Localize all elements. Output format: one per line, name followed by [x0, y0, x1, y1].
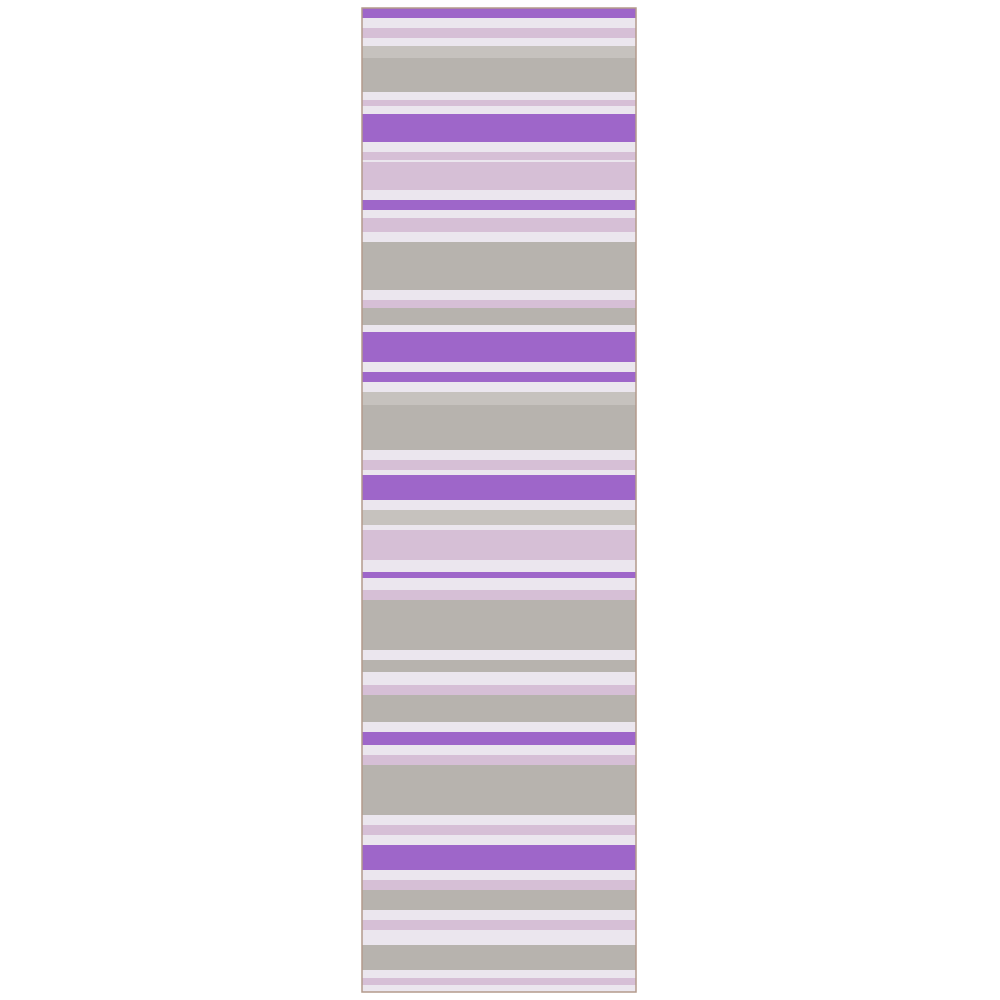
stripe: [362, 920, 636, 930]
stripe: [362, 8, 636, 18]
stripe: [362, 880, 636, 890]
stripe: [362, 28, 636, 38]
stripe: [362, 685, 636, 695]
stripe: [362, 114, 636, 142]
stripe: [362, 845, 636, 870]
stripe: [362, 300, 636, 308]
stripe: [362, 510, 636, 525]
stripe: [362, 242, 636, 290]
stripe: [362, 46, 636, 58]
stripe: [362, 162, 636, 190]
stripe: [362, 100, 636, 106]
stripe: [362, 372, 636, 382]
stripe: [362, 600, 636, 650]
stripe: [362, 660, 636, 672]
stripe: [362, 765, 636, 815]
stripe: [362, 308, 636, 325]
stripe: [362, 572, 636, 578]
stripe: [362, 58, 636, 92]
stripe: [362, 152, 636, 160]
stripe: [362, 978, 636, 985]
stripe: [362, 475, 636, 500]
stripe: [362, 732, 636, 745]
stripe: [362, 945, 636, 970]
stripe: [362, 405, 636, 450]
stripe: [362, 590, 636, 600]
stripe: [362, 460, 636, 470]
stripe: [362, 530, 636, 560]
stripe: [362, 392, 636, 405]
stripe: [362, 332, 636, 362]
stripe: [362, 890, 636, 910]
stripe: [362, 825, 636, 835]
stripe: [362, 755, 636, 765]
stripe: [362, 218, 636, 232]
rug: [361, 7, 637, 993]
stripe: [362, 695, 636, 722]
stripe: [362, 200, 636, 210]
rug-edge: [361, 7, 637, 993]
